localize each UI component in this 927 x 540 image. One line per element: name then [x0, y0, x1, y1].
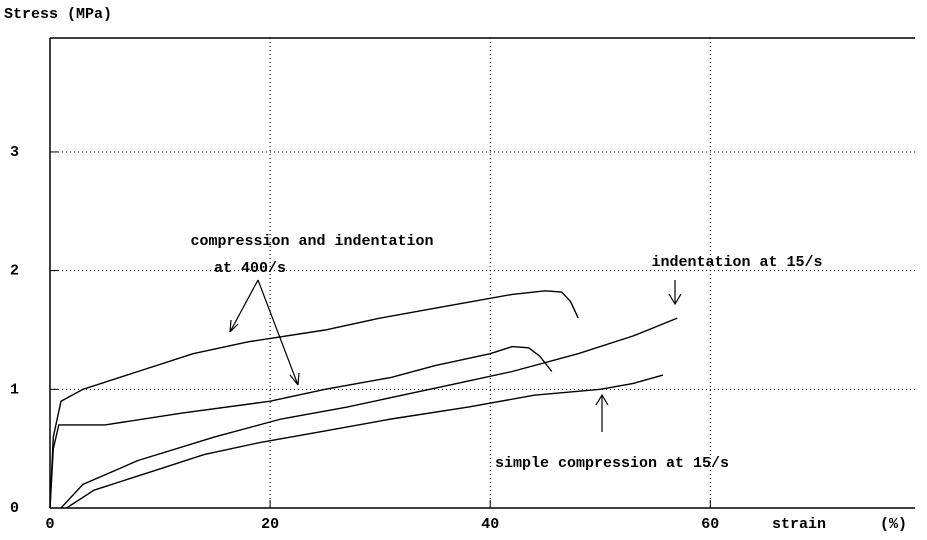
- annotation: indentation at 15/s: [651, 254, 822, 271]
- y-tick-label: 3: [10, 144, 19, 161]
- x-axis-unit: (%): [880, 516, 907, 533]
- annotation: simple compression at 15/s: [495, 455, 729, 472]
- curve: [49, 290, 579, 509]
- y-tick-label: 0: [10, 500, 19, 517]
- annotation: compression and indentation: [190, 233, 433, 250]
- y-axis-label: Stress (MPa): [4, 6, 112, 23]
- x-tick-label: 0: [45, 516, 54, 533]
- x-tick-label: 20: [261, 516, 279, 533]
- arrows: [229, 279, 682, 432]
- arrow: [668, 280, 682, 306]
- x-tick-label: 40: [481, 516, 499, 533]
- curve: [60, 317, 678, 509]
- annotation: at 400/s: [214, 260, 286, 277]
- arrow: [257, 279, 300, 386]
- x-axis-label: strain: [772, 516, 826, 533]
- x-tick-label: 60: [701, 516, 719, 533]
- curve: [66, 374, 664, 509]
- arrow: [229, 279, 259, 333]
- y-tick-label: 2: [10, 263, 19, 280]
- arrow: [595, 393, 609, 432]
- curve: [49, 345, 553, 509]
- y-tick-label: 1: [10, 381, 19, 398]
